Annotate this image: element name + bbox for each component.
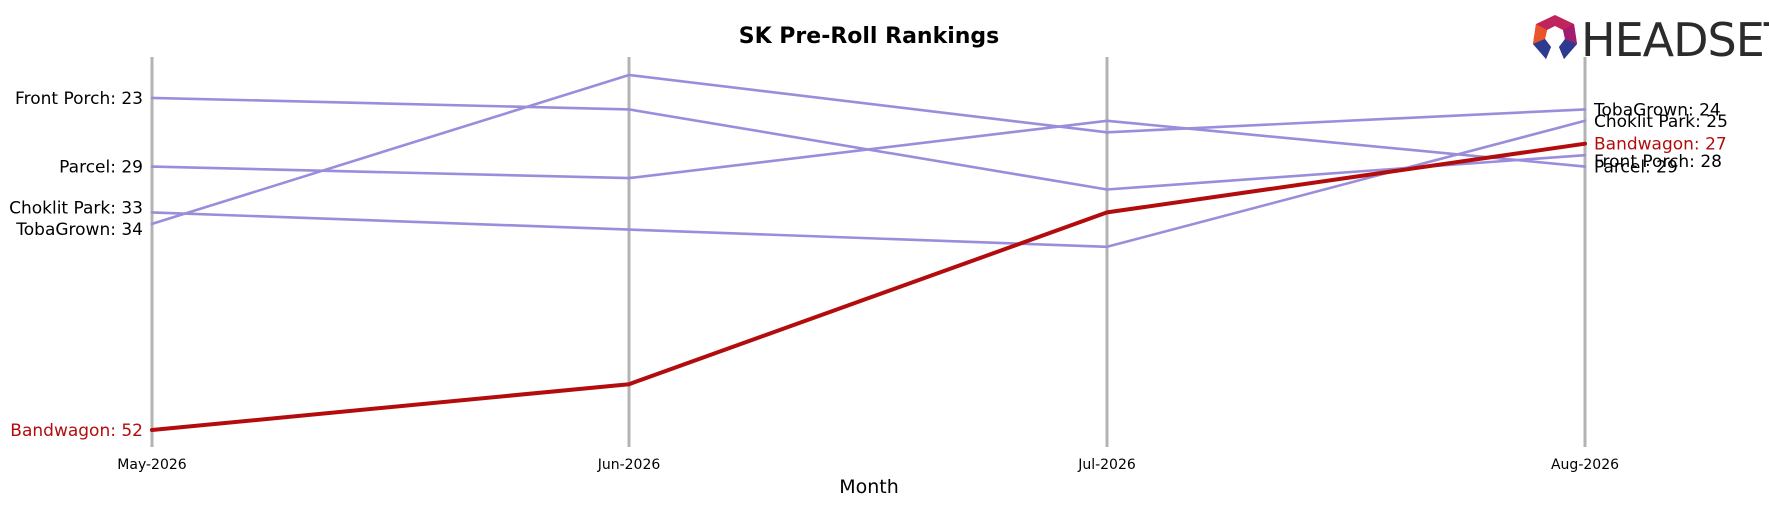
end-label-front-porch: Front Porch: 28 — [1594, 152, 1722, 172]
x-tick-labels: May-2026 Jun-2026 Jul-2026 Aug-2026 — [117, 457, 1619, 473]
start-label-front-porch: Front Porch: 23 — [15, 89, 143, 109]
x-tick-Jun-2026: Jun-2026 — [597, 457, 661, 473]
series-line-choklit-park — [150, 119, 1587, 249]
chart-title: SK Pre-Roll Rankings — [739, 24, 1000, 49]
x-tick-Jul-2026: Jul-2026 — [1077, 457, 1136, 473]
series-line-tobagrown — [150, 73, 1587, 226]
start-labels: Front Porch: 23 Parcel: 29 Choklit Park: 3… — [9, 89, 143, 441]
month-gridlines — [150, 57, 1587, 447]
series-line-bandwagon — [150, 141, 1587, 432]
headset-logo: HEADSET — [1533, 13, 1769, 67]
end-label-choklit-park: Choklit Park: 25 — [1594, 112, 1728, 132]
x-axis-label: Month — [839, 476, 899, 498]
start-label-tobagrown: TobaGrown: 34 — [15, 220, 143, 240]
x-tick-May-2026: May-2026 — [117, 457, 186, 473]
start-label-bandwagon: Bandwagon: 52 — [10, 421, 143, 441]
headset-logo-text: HEADSET — [1581, 13, 1769, 67]
end-label-bandwagon: Bandwagon: 27 — [1594, 135, 1727, 155]
x-tick-Aug-2026: Aug-2026 — [1551, 457, 1619, 473]
start-label-parcel: Parcel: 29 — [59, 158, 143, 178]
end-label-parcel: Parcel: 29 — [1594, 158, 1678, 178]
start-label-choklit-park: Choklit Park: 33 — [9, 198, 143, 218]
end-label-tobagrown: TobaGrown: 24 — [1593, 100, 1721, 120]
series-line-parcel — [150, 119, 1587, 180]
series-lines — [150, 73, 1587, 432]
headset-logo-icon — [1533, 15, 1577, 59]
